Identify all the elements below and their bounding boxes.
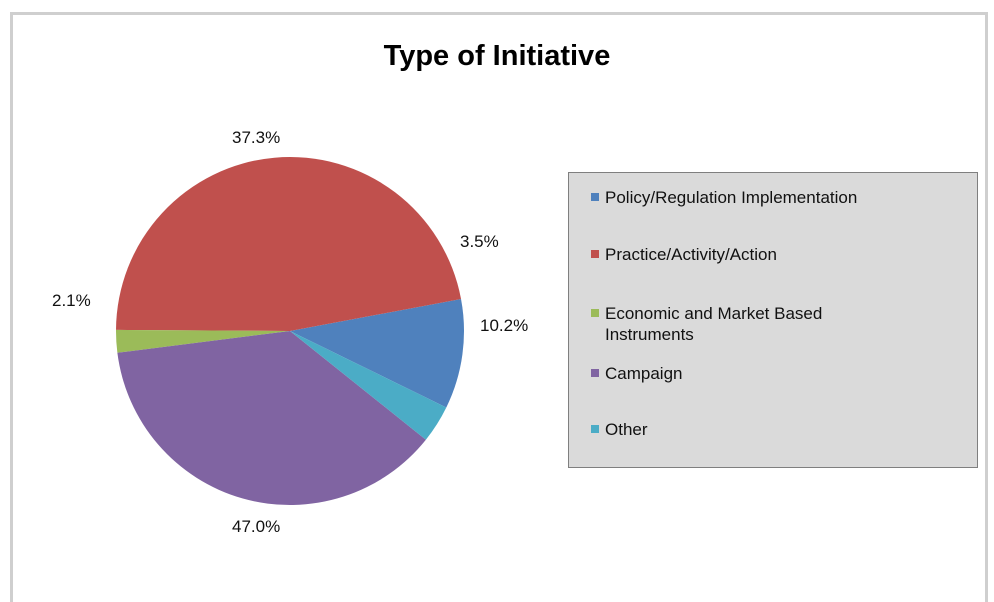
legend-swatch-other — [591, 425, 599, 433]
slice-label-campaign: 37.3% — [232, 128, 280, 147]
slice-label-practice: 47.0% — [232, 517, 280, 536]
legend-swatch-economic — [591, 309, 599, 317]
slice-label-other: 3.5% — [460, 232, 499, 251]
legend-label-economic: Economic and Market Based Instruments — [605, 304, 822, 344]
slice-label-policy: 10.2% — [480, 316, 528, 335]
legend-swatch-campaign — [591, 369, 599, 377]
legend-label-policy: Policy/Regulation Implementation — [605, 188, 857, 207]
legend-item-economic: Economic and Market Based Instruments — [605, 303, 895, 345]
legend-label-practice: Practice/Activity/Action — [605, 245, 777, 264]
slice-label-economic: 2.1% — [52, 291, 91, 310]
legend-label-other: Other — [605, 420, 648, 439]
legend-swatch-practice — [591, 250, 599, 258]
legend-item-practice: Practice/Activity/Action — [605, 244, 965, 265]
legend-label-campaign: Campaign — [605, 364, 683, 383]
pie-slice-practice — [116, 157, 461, 331]
legend-item-campaign: Campaign — [605, 363, 965, 384]
legend-item-policy: Policy/Regulation Implementation — [605, 187, 965, 208]
legend: Policy/Regulation Implementation Practic… — [568, 172, 978, 468]
legend-swatch-policy — [591, 193, 599, 201]
legend-item-other: Other — [605, 419, 965, 440]
